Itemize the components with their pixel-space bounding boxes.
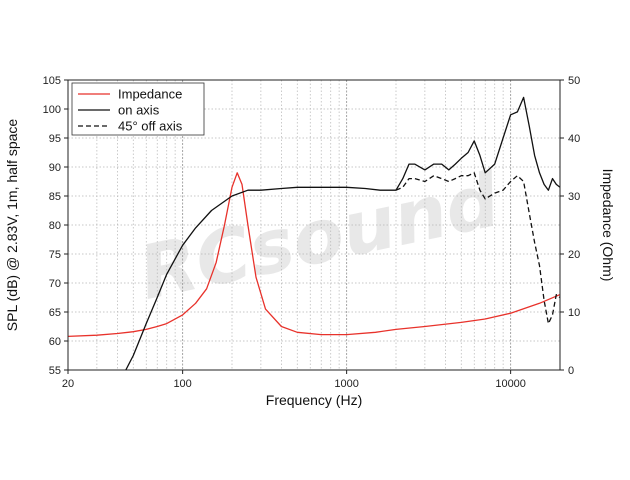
y-right-tick-label: 40 (568, 133, 580, 145)
y-left-tick-label: 90 (49, 162, 61, 174)
chart-series (68, 96, 560, 370)
y-right-tick-label: 50 (568, 75, 580, 87)
y-right-tick-label: 10 (568, 307, 580, 319)
y-left-tick-label: 105 (43, 75, 61, 87)
y-right-tick-label: 20 (568, 249, 580, 261)
y-right-tick-label: 0 (568, 365, 574, 377)
y-left-tick-label: 95 (49, 133, 61, 145)
x-tick-label: 10000 (495, 378, 526, 390)
x-tick-label: 20 (62, 378, 74, 390)
x-tick-label: 1000 (334, 378, 358, 390)
y-left-tick-label: 70 (49, 278, 61, 290)
y-left-tick-label: 55 (49, 365, 61, 377)
series-line-on-axis (125, 96, 560, 370)
y-left-tick-label: 100 (43, 104, 61, 116)
series-line-45-off-axis (395, 172, 560, 325)
legend-label: Impedance (118, 87, 182, 102)
x-axis-title: Frequency (Hz) (266, 392, 362, 408)
y-left-tick-label: 60 (49, 336, 61, 348)
series-line-impedance (68, 172, 560, 338)
legend-label: on axis (118, 103, 160, 118)
y-left-tick-label: 80 (49, 220, 61, 232)
x-tick-label: 100 (173, 378, 191, 390)
legend-label: 45° off axis (118, 119, 183, 134)
y-axis-right-title: Impedance (Ohm) (600, 169, 616, 282)
chart-ticks: 20 100 1000 1000055606570758085909510010501… (43, 75, 581, 390)
y-left-tick-label: 75 (49, 249, 61, 261)
y-left-tick-label: 65 (49, 307, 61, 319)
y-right-tick-label: 30 (568, 191, 580, 203)
chart-grid (68, 80, 560, 370)
y-left-tick-label: 85 (49, 191, 61, 203)
y-axis-left-title: SPL (dB) @ 2.83V, 1m, half space (4, 119, 20, 332)
